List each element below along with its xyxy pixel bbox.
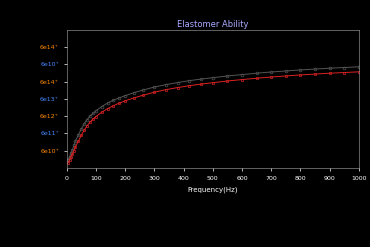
E' STORAGE — [132, 91, 136, 94]
E' STORAGE — [357, 65, 361, 68]
E' STORAGE — [327, 67, 332, 70]
E' STORAGE — [67, 155, 72, 158]
E' STORAGE — [66, 159, 70, 162]
E' STORAGE — [85, 118, 89, 121]
E'' Hysteresis Energy — [211, 81, 215, 84]
E' STORAGE — [111, 99, 115, 102]
E'' Hysteresis Energy — [199, 83, 203, 86]
E' STORAGE — [73, 140, 78, 143]
E'' Hysteresis Energy — [88, 121, 92, 124]
E'' Hysteresis Energy — [70, 152, 75, 155]
Line: E'' Hysteresis Energy: E'' Hysteresis Energy — [67, 70, 360, 164]
E' STORAGE — [342, 66, 346, 69]
E'' Hysteresis Energy — [94, 115, 98, 118]
E' STORAGE — [269, 71, 273, 74]
E' STORAGE — [82, 123, 86, 125]
E'' Hysteresis Energy — [73, 146, 78, 149]
E'' Hysteresis Energy — [91, 118, 95, 121]
E' STORAGE — [76, 134, 81, 137]
E' STORAGE — [100, 105, 104, 108]
E'' Hysteresis Energy — [283, 75, 288, 78]
E' STORAGE — [70, 148, 75, 151]
E' STORAGE — [152, 85, 157, 88]
E'' Hysteresis Energy — [342, 71, 346, 74]
Line: E' STORAGE: E' STORAGE — [67, 65, 360, 162]
E'' Hysteresis Energy — [132, 97, 136, 100]
E' STORAGE — [91, 112, 95, 115]
E' STORAGE — [79, 128, 83, 131]
E'' Hysteresis Energy — [255, 77, 259, 80]
E' STORAGE — [105, 102, 110, 105]
E'' Hysteresis Energy — [225, 80, 229, 82]
E'' Hysteresis Energy — [298, 73, 303, 76]
E' STORAGE — [123, 94, 127, 97]
E'' Hysteresis Energy — [357, 70, 361, 73]
E' STORAGE — [69, 152, 73, 155]
E'' Hysteresis Energy — [123, 99, 127, 102]
E'' Hysteresis Energy — [313, 73, 317, 76]
E'' Hysteresis Energy — [117, 102, 121, 105]
E' STORAGE — [164, 83, 168, 86]
E'' Hysteresis Energy — [82, 129, 86, 132]
E'' Hysteresis Energy — [105, 107, 110, 110]
E' STORAGE — [225, 75, 229, 78]
E'' Hysteresis Energy — [111, 104, 115, 107]
E' STORAGE — [199, 78, 203, 81]
E' STORAGE — [240, 73, 244, 76]
E'' Hysteresis Energy — [76, 140, 81, 143]
X-axis label: Frequency(Hz): Frequency(Hz) — [188, 186, 238, 193]
E' STORAGE — [88, 115, 92, 118]
Title: Elastomer Ability: Elastomer Ability — [177, 20, 249, 29]
E' STORAGE — [175, 81, 180, 84]
E' STORAGE — [298, 68, 303, 71]
E'' Hysteresis Energy — [187, 84, 192, 87]
E' STORAGE — [313, 68, 317, 71]
E'' Hysteresis Energy — [164, 88, 168, 91]
E'' Hysteresis Energy — [327, 72, 332, 75]
E' STORAGE — [94, 109, 98, 112]
E' STORAGE — [140, 89, 145, 92]
E'' Hysteresis Energy — [66, 161, 70, 164]
E'' Hysteresis Energy — [85, 124, 89, 127]
E'' Hysteresis Energy — [269, 76, 273, 79]
E' STORAGE — [187, 79, 192, 82]
E'' Hysteresis Energy — [69, 155, 73, 158]
E' STORAGE — [72, 144, 76, 147]
E'' Hysteresis Energy — [175, 86, 180, 89]
E' STORAGE — [283, 69, 288, 72]
E'' Hysteresis Energy — [79, 134, 83, 137]
E'' Hysteresis Energy — [72, 149, 76, 152]
E'' Hysteresis Energy — [240, 78, 244, 81]
E' STORAGE — [117, 97, 121, 100]
E'' Hysteresis Energy — [100, 111, 104, 114]
E'' Hysteresis Energy — [152, 91, 157, 94]
E' STORAGE — [255, 72, 259, 75]
E'' Hysteresis Energy — [140, 94, 145, 97]
E'' Hysteresis Energy — [67, 158, 72, 161]
E' STORAGE — [211, 76, 215, 79]
